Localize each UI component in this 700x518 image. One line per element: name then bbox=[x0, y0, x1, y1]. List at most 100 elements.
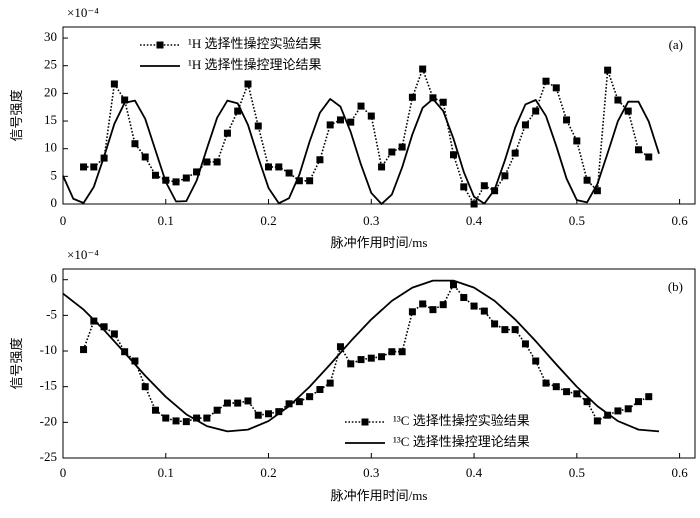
x-axis-title: 脉冲作用时间/ms bbox=[331, 235, 428, 250]
data-marker bbox=[275, 163, 283, 171]
x-tick-label: 0.3 bbox=[363, 213, 379, 228]
data-marker bbox=[110, 330, 118, 338]
data-marker bbox=[450, 281, 458, 289]
data-marker bbox=[634, 398, 642, 406]
data-marker bbox=[645, 393, 653, 401]
data-marker bbox=[552, 84, 560, 92]
x-tick-label: 0 bbox=[60, 213, 67, 228]
data-marker bbox=[223, 129, 231, 137]
data-marker bbox=[532, 107, 540, 115]
data-marker bbox=[193, 414, 201, 422]
data-marker bbox=[213, 158, 221, 166]
data-marker bbox=[265, 410, 273, 418]
data-marker bbox=[624, 107, 632, 115]
data-marker bbox=[367, 112, 375, 120]
y-tick-label: -25 bbox=[40, 449, 57, 464]
data-marker bbox=[336, 116, 344, 124]
data-marker bbox=[511, 149, 519, 157]
y-tick-label: 0 bbox=[51, 271, 58, 286]
data-marker bbox=[450, 151, 458, 159]
x-tick-label: 0.6 bbox=[671, 465, 688, 480]
data-marker bbox=[244, 80, 252, 88]
data-marker bbox=[624, 405, 632, 413]
data-marker bbox=[141, 383, 149, 391]
legend-label: ¹³C 选择性操控理论结果 bbox=[393, 434, 530, 449]
data-marker bbox=[357, 102, 365, 110]
data-marker bbox=[480, 307, 488, 315]
data-marker bbox=[542, 379, 550, 387]
data-marker bbox=[203, 414, 211, 422]
data-marker bbox=[521, 340, 529, 348]
data-marker bbox=[347, 360, 355, 368]
data-marker bbox=[244, 397, 252, 405]
data-marker bbox=[306, 393, 314, 401]
data-marker bbox=[254, 411, 262, 419]
data-marker bbox=[141, 153, 149, 161]
data-marker bbox=[213, 406, 221, 414]
plot-frame bbox=[62, 268, 696, 459]
x-tick-label: 0.1 bbox=[158, 213, 174, 228]
data-marker bbox=[563, 116, 571, 124]
x-tick-label: 0.3 bbox=[363, 465, 379, 480]
data-marker bbox=[223, 399, 231, 407]
data-marker bbox=[593, 187, 601, 195]
x-tick-label: 0.2 bbox=[260, 465, 276, 480]
data-marker bbox=[583, 398, 591, 406]
data-marker bbox=[491, 320, 499, 328]
y-tick-label: 10 bbox=[44, 140, 57, 155]
data-marker bbox=[460, 183, 468, 191]
data-marker bbox=[182, 174, 190, 182]
data-marker bbox=[182, 418, 190, 426]
data-marker bbox=[254, 122, 262, 130]
data-marker bbox=[367, 354, 375, 362]
data-marker bbox=[439, 301, 447, 309]
axis-multiplier: ×10⁻⁴ bbox=[67, 5, 99, 20]
data-marker bbox=[378, 163, 386, 171]
data-marker bbox=[326, 121, 334, 129]
experiment-line bbox=[83, 68, 650, 205]
data-marker bbox=[439, 98, 447, 106]
data-marker bbox=[398, 348, 406, 356]
legend-label: ¹H 选择性操控实验结果 bbox=[188, 36, 322, 51]
data-marker bbox=[151, 171, 159, 179]
y-tick-label: 15 bbox=[44, 112, 57, 127]
data-marker bbox=[501, 172, 509, 180]
data-marker bbox=[203, 158, 211, 166]
legend-marker bbox=[361, 418, 369, 426]
data-marker bbox=[470, 302, 478, 310]
data-marker bbox=[110, 80, 118, 88]
y-tick-label: 30 bbox=[44, 29, 57, 44]
data-marker bbox=[172, 417, 180, 425]
data-marker bbox=[501, 326, 509, 334]
data-marker bbox=[265, 163, 273, 171]
x-tick-label: 0.4 bbox=[466, 213, 483, 228]
legend-label: ¹³C 选择性操控实验结果 bbox=[393, 413, 530, 428]
data-marker bbox=[234, 107, 242, 115]
data-marker bbox=[573, 390, 581, 398]
x-tick-label: 0.5 bbox=[569, 213, 585, 228]
data-marker bbox=[429, 94, 437, 102]
data-marker bbox=[614, 96, 622, 104]
y-tick-label: 25 bbox=[44, 57, 57, 72]
y-tick-label: -15 bbox=[40, 378, 57, 393]
axis-multiplier: ×10⁻⁴ bbox=[67, 247, 99, 262]
x-tick-label: 0 bbox=[60, 465, 67, 480]
data-marker bbox=[573, 137, 581, 145]
panel-label: (a) bbox=[669, 37, 683, 52]
x-tick-label: 0.4 bbox=[466, 465, 483, 480]
legend-label: ¹H 选择性操控理论结果 bbox=[188, 57, 322, 72]
x-tick-label: 0.5 bbox=[569, 465, 585, 480]
data-marker bbox=[162, 414, 170, 422]
data-marker bbox=[645, 153, 653, 161]
y-axis-title: 信号强度 bbox=[9, 89, 24, 141]
data-marker bbox=[398, 143, 406, 151]
data-marker bbox=[316, 386, 324, 394]
data-marker bbox=[542, 77, 550, 85]
y-tick-label: -10 bbox=[40, 342, 57, 357]
x-tick-label: 0.6 bbox=[671, 213, 688, 228]
experiment-line bbox=[82, 283, 650, 423]
data-marker bbox=[172, 178, 180, 186]
data-marker bbox=[408, 308, 416, 316]
data-marker bbox=[347, 118, 355, 126]
